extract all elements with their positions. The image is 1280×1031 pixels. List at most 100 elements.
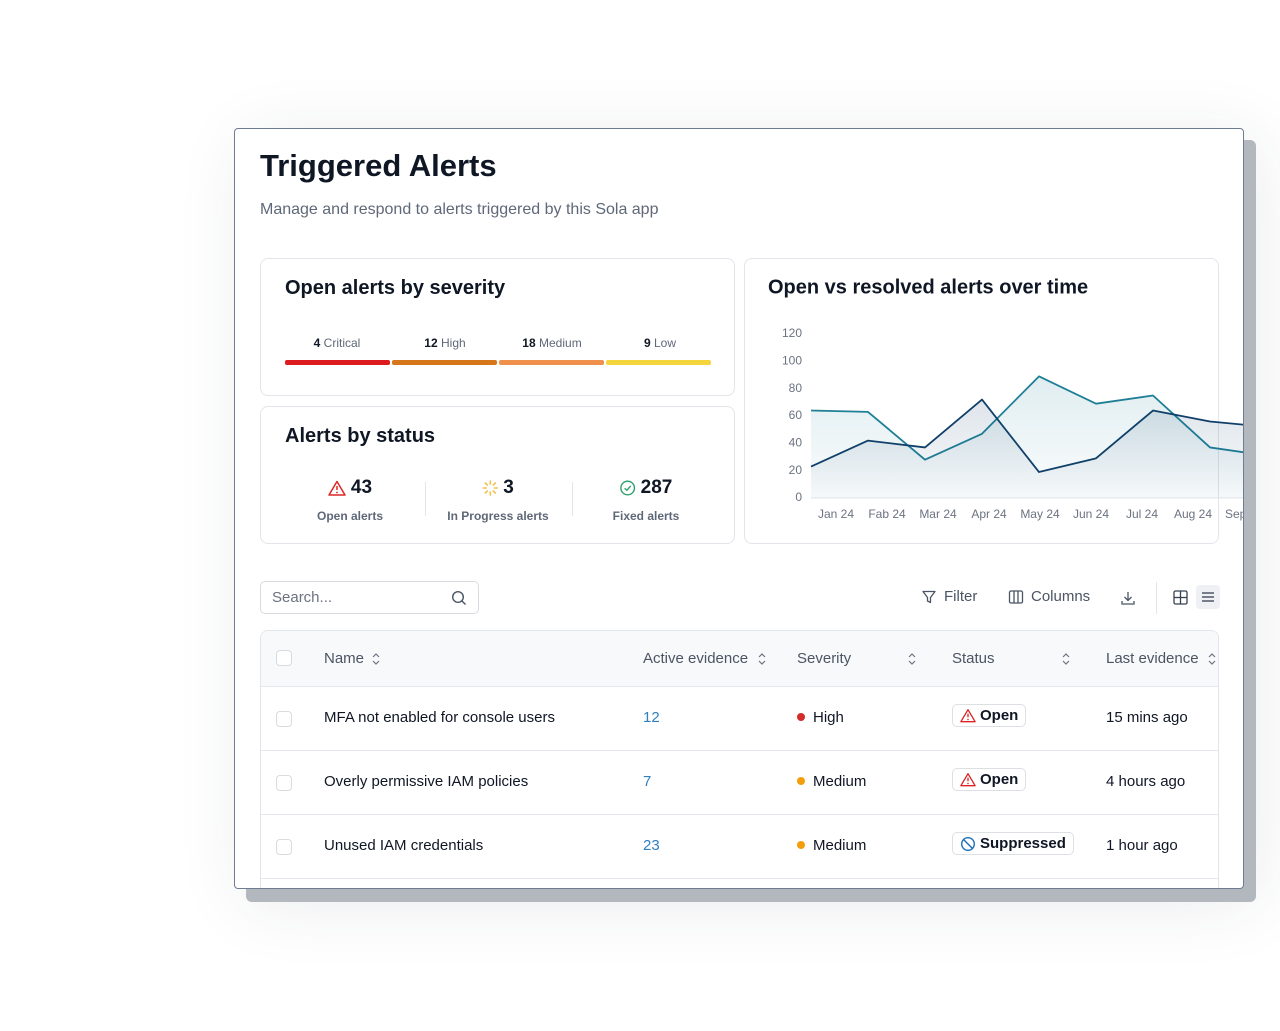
list-view-button[interactable] — [1196, 585, 1220, 609]
x-tick-label: May 24 — [1020, 507, 1060, 521]
column-header[interactable]: Severity — [797, 650, 852, 667]
severity-label: Medium — [813, 837, 867, 854]
severity-bar — [606, 360, 711, 365]
severity: Medium — [797, 837, 866, 854]
evidence-count[interactable]: 12 — [643, 709, 660, 726]
sort-icon[interactable] — [371, 652, 381, 666]
count: 3 — [503, 477, 514, 498]
check-icon — [620, 480, 636, 496]
status-item: 287 Fixed alerts — [613, 477, 680, 523]
evidence-count[interactable]: 7 — [643, 773, 652, 790]
status-label: Open — [980, 771, 1019, 788]
severity-bar — [499, 360, 604, 365]
filter-button[interactable]: Filter — [921, 588, 977, 605]
progress-icon — [482, 480, 499, 496]
column-header[interactable]: Last evidence — [1106, 650, 1199, 667]
table-row[interactable]: MFA not enabled for console users 12 Hig… — [261, 686, 1218, 751]
count: 4 — [313, 336, 321, 350]
divider — [572, 482, 573, 516]
severity-item: 4 Critical — [314, 336, 361, 350]
count: 12 — [424, 336, 438, 350]
sort-icon[interactable] — [757, 652, 767, 666]
y-tick-label: 100 — [782, 354, 802, 368]
table-header: Name Active evidence Severity Status Las… — [261, 631, 1218, 686]
severity-bar — [285, 360, 390, 365]
severity-label: High — [813, 709, 844, 726]
alert-icon — [960, 773, 976, 787]
sort-icon[interactable] — [1207, 652, 1217, 666]
alert-icon — [960, 709, 976, 723]
column-header[interactable]: Name — [324, 650, 365, 667]
count: 287 — [640, 477, 673, 498]
download-button[interactable] — [1120, 590, 1136, 606]
series-line — [810, 398, 1243, 473]
count: 43 — [350, 477, 373, 498]
card-title: Alerts by status — [285, 425, 436, 447]
y-tick-label: 0 — [795, 490, 802, 504]
column-header[interactable]: Active evidence — [643, 650, 749, 667]
y-tick-label: 20 — [789, 463, 803, 477]
severity: Medium — [797, 773, 866, 790]
area-fill — [811, 399, 1243, 498]
search-icon — [451, 590, 466, 605]
divider — [425, 482, 426, 516]
x-tick-label: Aug 24 — [1174, 507, 1212, 521]
columns-label: Columns — [1031, 588, 1091, 605]
alert-name: Overly permissive IAM policies — [324, 773, 529, 790]
row-checkbox[interactable] — [276, 711, 292, 727]
last-evidence: 15 mins ago — [1106, 709, 1188, 726]
label: In Progress alerts — [447, 509, 549, 523]
severity: High — [797, 709, 844, 726]
row-checkbox[interactable] — [276, 839, 292, 855]
filter-label: Filter — [944, 588, 978, 605]
table-row[interactable]: Unused IAM credentials 23 Medium Suppres… — [261, 814, 1218, 879]
evidence-count[interactable]: 23 — [643, 837, 660, 854]
status-card: Alerts by status 43 Open alerts 3 In Pro… — [260, 406, 735, 544]
sort-icon[interactable] — [907, 652, 917, 666]
list-icon — [1202, 592, 1214, 602]
search-box[interactable]: Search... — [260, 581, 479, 614]
column-header[interactable]: Status — [952, 650, 995, 667]
x-tick-label: Jun 24 — [1073, 507, 1109, 521]
x-tick-label: Jul 24 — [1126, 507, 1158, 521]
count: 9 — [643, 336, 651, 350]
status-pill: Open — [952, 768, 1027, 791]
y-tick-label: 120 — [782, 326, 802, 340]
search-placeholder: Search... — [272, 589, 333, 606]
label: Fixed alerts — [612, 509, 680, 523]
severity-item: 9 Low — [644, 336, 676, 350]
row-checkbox[interactable] — [276, 775, 292, 791]
last-evidence: 1 hour ago — [1106, 837, 1178, 854]
label: Open alerts — [316, 509, 384, 523]
alert-icon — [328, 480, 346, 496]
y-tick-label: 40 — [789, 436, 803, 450]
x-tick-label: Jan 24 — [818, 507, 854, 521]
grid-view-button[interactable] — [1173, 590, 1188, 605]
table-row[interactable]: Overly permissive IAM policies 7 Medium … — [261, 750, 1218, 815]
label: Low — [654, 336, 677, 350]
columns-icon — [1008, 589, 1024, 604]
status-label: Open — [980, 707, 1019, 724]
severity-bar — [392, 360, 497, 365]
severity-label: Medium — [813, 773, 867, 790]
alert-name: MFA not enabled for console users — [324, 709, 555, 726]
page-subtitle: Manage and respond to alerts triggered b… — [260, 201, 659, 218]
label: Critical — [323, 336, 361, 350]
status-pill: Open — [952, 704, 1027, 727]
sort-icon[interactable] — [1061, 652, 1071, 666]
card-title: Open alerts by severity — [285, 277, 506, 299]
select-all-checkbox[interactable] — [276, 650, 292, 666]
filter-icon — [922, 590, 936, 603]
label: Medium — [539, 336, 582, 350]
columns-button[interactable]: Columns — [1008, 588, 1090, 605]
alerts-table: Name Active evidence Severity Status Las… — [260, 630, 1219, 888]
y-tick-label: 60 — [789, 408, 803, 422]
severity-card: Open alerts by severity 4 Critical 12 Hi… — [260, 258, 735, 396]
x-tick-label: Sep 24 — [1225, 507, 1244, 521]
app-window: Triggered Alerts Manage and respond to a… — [234, 128, 1244, 889]
x-tick-label: Fab 24 — [868, 507, 906, 521]
table-row[interactable] — [261, 878, 1218, 888]
page-title: Triggered Alerts — [260, 148, 497, 183]
x-tick-label: Mar 24 — [919, 507, 957, 521]
severity-item: 18 Medium — [522, 336, 581, 350]
